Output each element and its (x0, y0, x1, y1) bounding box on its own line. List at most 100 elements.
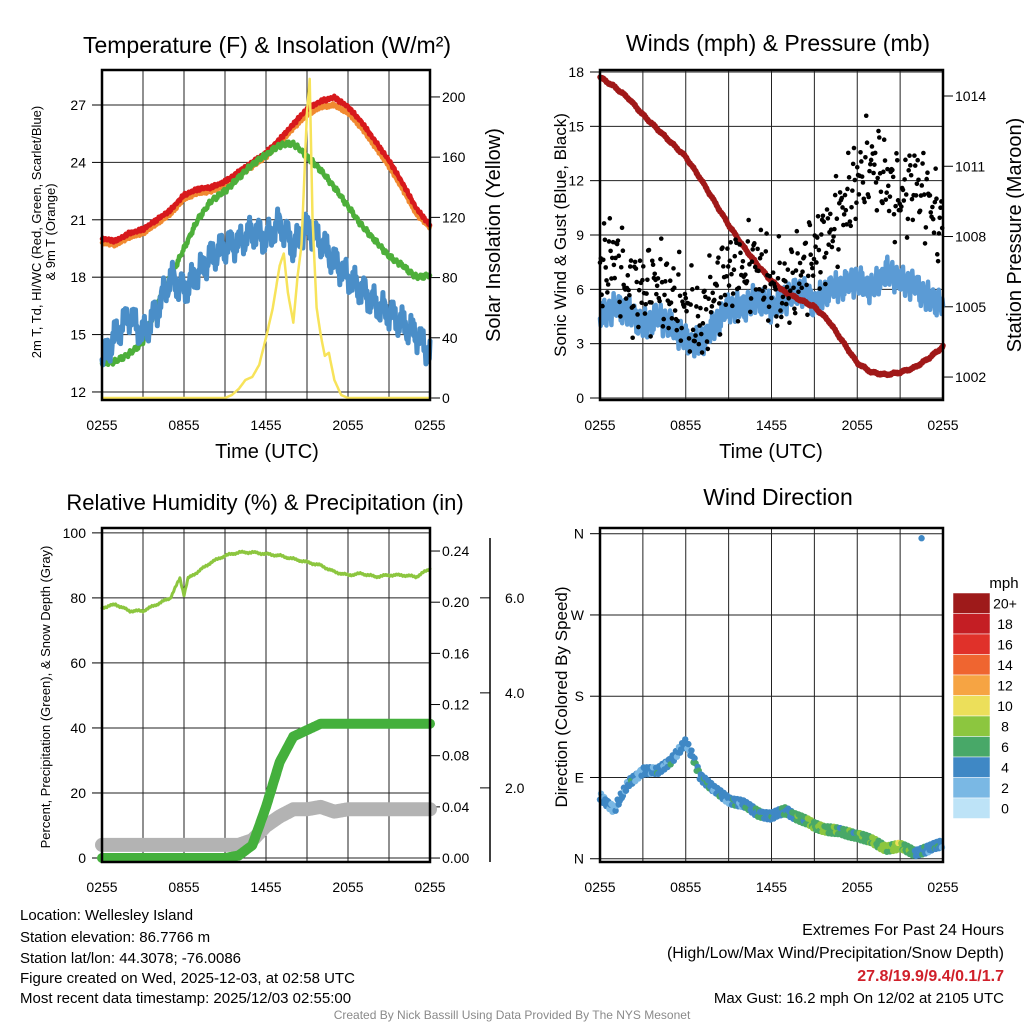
gust-point (869, 144, 875, 149)
gust-point (898, 208, 903, 213)
gust-point (881, 137, 887, 143)
gust-point (603, 265, 609, 270)
gust-point (908, 172, 914, 178)
gust-point (649, 300, 654, 305)
gust-point (650, 262, 656, 267)
gust-point (699, 350, 705, 355)
gust-point (720, 245, 725, 251)
x-tick-label: 0255 (86, 417, 117, 433)
temp-y-tick-label: 24 (70, 154, 86, 170)
gust-point (792, 310, 798, 316)
gust-point (737, 242, 742, 247)
gust-point (672, 308, 678, 313)
gust-point (873, 180, 879, 185)
gust-point (938, 205, 943, 211)
temp-y-tick-label: 12 (70, 384, 86, 400)
gust-point (696, 341, 702, 347)
gust-point (766, 304, 772, 310)
gust-point (618, 264, 624, 270)
x-tick-label: 0255 (584, 879, 615, 895)
gust-point (712, 297, 717, 303)
gust-point (791, 285, 796, 291)
gust-point (736, 285, 742, 291)
gust-point (631, 303, 636, 309)
gust-point (901, 198, 907, 203)
gust-point (745, 239, 751, 244)
gust-point (805, 312, 810, 318)
gust-point (868, 157, 874, 163)
gust-point (668, 300, 674, 305)
direction-y-tick-label: W (571, 607, 585, 623)
gust-point (752, 264, 758, 270)
gust-point (709, 304, 715, 309)
rh-y-tick-label: 60 (70, 655, 86, 671)
gust-point (810, 273, 816, 278)
x-tick-label: 1455 (756, 417, 787, 433)
gust-point (706, 296, 711, 302)
gust-point (666, 325, 671, 331)
gust-point (780, 294, 786, 300)
direction-y-label: Direction (Colored By Speed) (552, 586, 571, 807)
gust-point (850, 188, 855, 193)
gust-point (927, 193, 933, 198)
colorbar-label: 2 (1001, 780, 1009, 796)
gust-point (620, 248, 626, 254)
direction-y-tick-label: S (575, 688, 584, 704)
gust-point (877, 135, 882, 140)
gust-point (881, 169, 886, 175)
gust-point (761, 295, 767, 301)
gust-point (642, 311, 648, 316)
gust-point (921, 150, 926, 156)
colorbar-swatch (952, 715, 991, 737)
gust-point (630, 335, 635, 341)
gust-point (854, 164, 860, 170)
gust-point (864, 140, 870, 146)
gust-point (886, 208, 892, 214)
gust-point (710, 290, 715, 296)
gust-point (868, 161, 873, 167)
gust-point (816, 247, 822, 253)
gust-point (923, 225, 929, 230)
gust-point (903, 192, 909, 197)
gust-point (678, 338, 684, 343)
gust-point (703, 307, 709, 312)
gust-point (613, 255, 618, 261)
gust-point (885, 166, 890, 172)
elevation-text: Station elevation: 86.7766 m (20, 929, 210, 946)
gust-point (840, 205, 845, 210)
gust-point (785, 267, 791, 272)
gust-point (882, 158, 888, 163)
gust-point (833, 173, 839, 179)
gust-point (702, 288, 707, 294)
gust-point (679, 325, 684, 331)
gust-point (810, 265, 815, 271)
snow-y-tick-label: 6.0 (505, 590, 525, 606)
gust-point (922, 241, 928, 246)
wind-y-label: Sonic Wind & Gust (Blue, Black) (551, 113, 570, 357)
gust-point (662, 292, 667, 298)
gust-point (715, 260, 720, 265)
gust-point (617, 299, 622, 305)
gust-point (672, 285, 677, 291)
gust-point (820, 213, 826, 219)
gust-point (892, 239, 898, 245)
series-solar-insolation (100, 77, 432, 400)
gust-point (858, 149, 863, 155)
gust-point (890, 174, 896, 180)
direction-point (682, 736, 689, 743)
extremes-fields: (High/Low/Max Wind/Precipitation/Snow De… (667, 945, 1004, 962)
direction-point (622, 787, 630, 794)
gust-point (750, 247, 756, 252)
gust-point (818, 270, 823, 275)
gust-point (807, 222, 813, 228)
gust-point (832, 192, 838, 198)
gust-point (640, 264, 646, 269)
temp-y-label-2: & 9m T (Orange) (43, 183, 58, 280)
gust-point (646, 247, 652, 253)
gust-point (852, 177, 858, 183)
colorbar-swatch (952, 633, 991, 655)
gust-point (790, 270, 796, 276)
gust-point (863, 113, 869, 119)
gust-point (797, 260, 803, 266)
gust-point (908, 163, 913, 168)
